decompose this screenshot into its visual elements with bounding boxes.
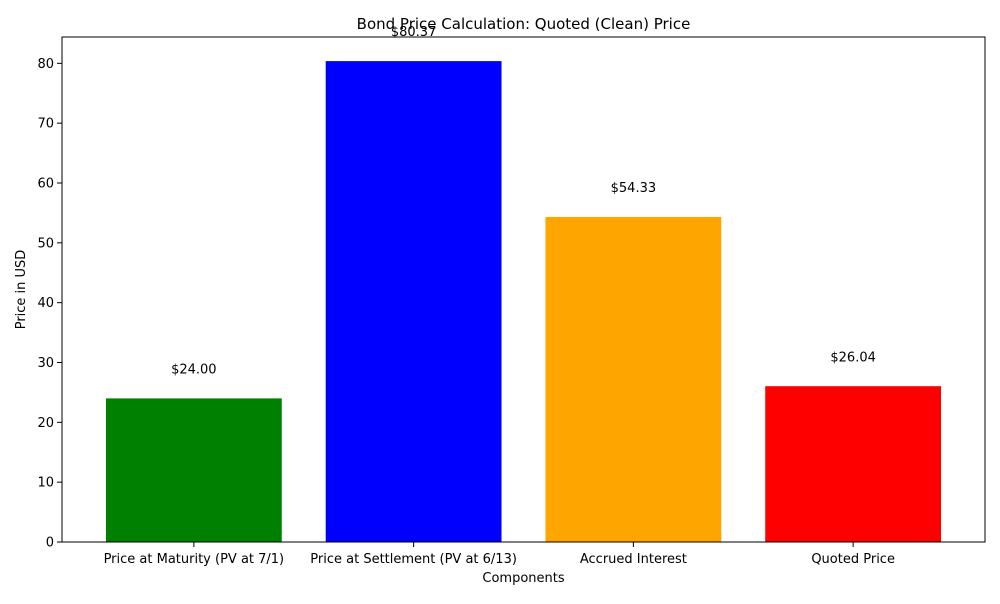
x-axis-label: Components [482, 571, 564, 586]
x-axis: Price at Maturity (PV at 7/1) Price at Se… [104, 542, 895, 567]
bar-value-label-1: $80.37 [391, 25, 437, 40]
x-tick-label-0: Price at Maturity (PV at 7/1) [104, 552, 285, 567]
bar-3 [765, 386, 942, 542]
chart-title: Bond Price Calculation: Quoted (Clean) P… [357, 15, 691, 33]
bar-1 [325, 61, 502, 542]
y-tick-label-7: 70 [37, 117, 54, 132]
bar-2 [545, 216, 722, 542]
y-tick-label-3: 30 [37, 356, 54, 371]
y-axis-label: Price in USD [14, 250, 29, 330]
bars-layer [105, 61, 942, 542]
x-tick-label-1: Price at Settlement (PV at 6/13) [310, 552, 517, 567]
x-tick-label-3: Quoted Price [811, 552, 895, 567]
plot-frame [61, 36, 986, 543]
bar-value-label-0: $24.00 [171, 362, 217, 377]
y-tick-label-8: 80 [37, 57, 54, 72]
bar-value-label-3: $26.04 [830, 350, 876, 365]
y-tick-label-4: 40 [37, 296, 54, 311]
y-tick-label-6: 60 [37, 176, 54, 191]
y-tick-label-2: 20 [37, 416, 54, 431]
y-tick-label-5: 50 [37, 236, 54, 251]
bar-value-label-2: $54.33 [611, 181, 657, 196]
x-tick-label-2: Accrued Interest [580, 552, 687, 567]
y-axis: 0 10 20 30 40 50 60 70 80 [37, 57, 62, 551]
y-tick-label-0: 0 [46, 536, 54, 551]
value-labels-layer: $24.00 $80.37 $54.33 $26.04 [171, 25, 876, 377]
bar-0 [105, 398, 282, 542]
y-tick-label-1: 10 [37, 476, 54, 491]
